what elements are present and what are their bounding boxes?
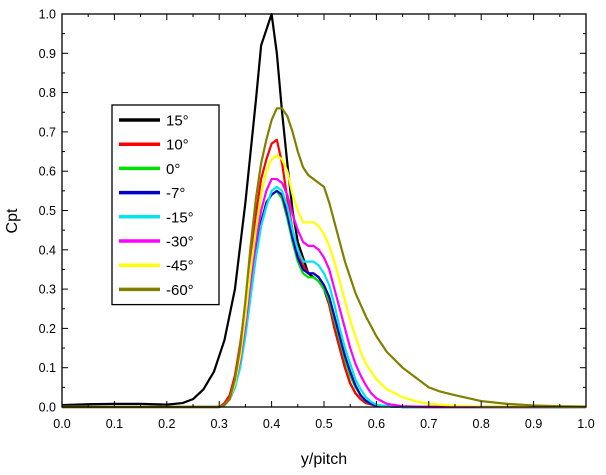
series-line-7 — [62, 107, 587, 409]
y-tick-label: 0.7 — [39, 125, 56, 139]
x-tick-label: 0.2 — [158, 417, 175, 431]
x-tick-label: 0.6 — [368, 417, 385, 431]
y-tick-label: 0.6 — [39, 165, 56, 179]
legend-label-6: -45° — [166, 258, 194, 275]
y-tick-label: 0.5 — [39, 204, 56, 218]
legend: 15° 10° 0° -7° -15° -30° -45° -60° — [111, 104, 220, 306]
x-tick-label: 0.3 — [211, 417, 228, 431]
legend-label-7: -60° — [166, 282, 194, 299]
y-tick-label: 0.1 — [39, 361, 56, 375]
y-tick-label: 0.0 — [39, 401, 56, 415]
legend-label-4: -15° — [166, 209, 194, 226]
axes: 0.0 0.1 0.2 0.3 0.4 0.5 0.6 0.7 0.8 0.9 1.0 0.0 0.1 0… — [39, 8, 595, 432]
x-tick-label: 0.1 — [106, 417, 123, 431]
y-tick-label: 1.0 — [39, 8, 56, 22]
y-tick-label: 0.2 — [39, 322, 56, 336]
legend-label-3: -7° — [166, 185, 185, 202]
x-axis-label: y/pitch — [301, 451, 347, 468]
legend-label-5: -30° — [166, 234, 194, 251]
x-tick-label: 0.0 — [53, 417, 70, 431]
y-tick-label: 0.4 — [39, 243, 56, 257]
y-axis-label: Cpt — [4, 208, 21, 233]
x-tick-label: 0.7 — [420, 417, 437, 431]
legend-label-0: 15° — [166, 113, 189, 130]
series-line-6 — [62, 154, 587, 409]
y-tick-label: 0.9 — [39, 47, 56, 61]
x-tick-label: 0.4 — [263, 417, 280, 431]
x-tick-label: 0.5 — [315, 417, 332, 431]
plot-area — [61, 12, 587, 409]
series-line-4 — [62, 185, 586, 409]
legend-label-2: 0° — [166, 161, 180, 178]
legend-box — [111, 104, 220, 306]
y-tick-label: 0.8 — [39, 86, 56, 100]
x-tick-label: 0.9 — [525, 417, 542, 431]
x-tick-label: 1.0 — [577, 417, 594, 431]
x-tick-label: 0.8 — [473, 417, 490, 431]
legend-label-1: 10° — [166, 137, 189, 154]
y-tick-label: 0.3 — [39, 283, 56, 297]
